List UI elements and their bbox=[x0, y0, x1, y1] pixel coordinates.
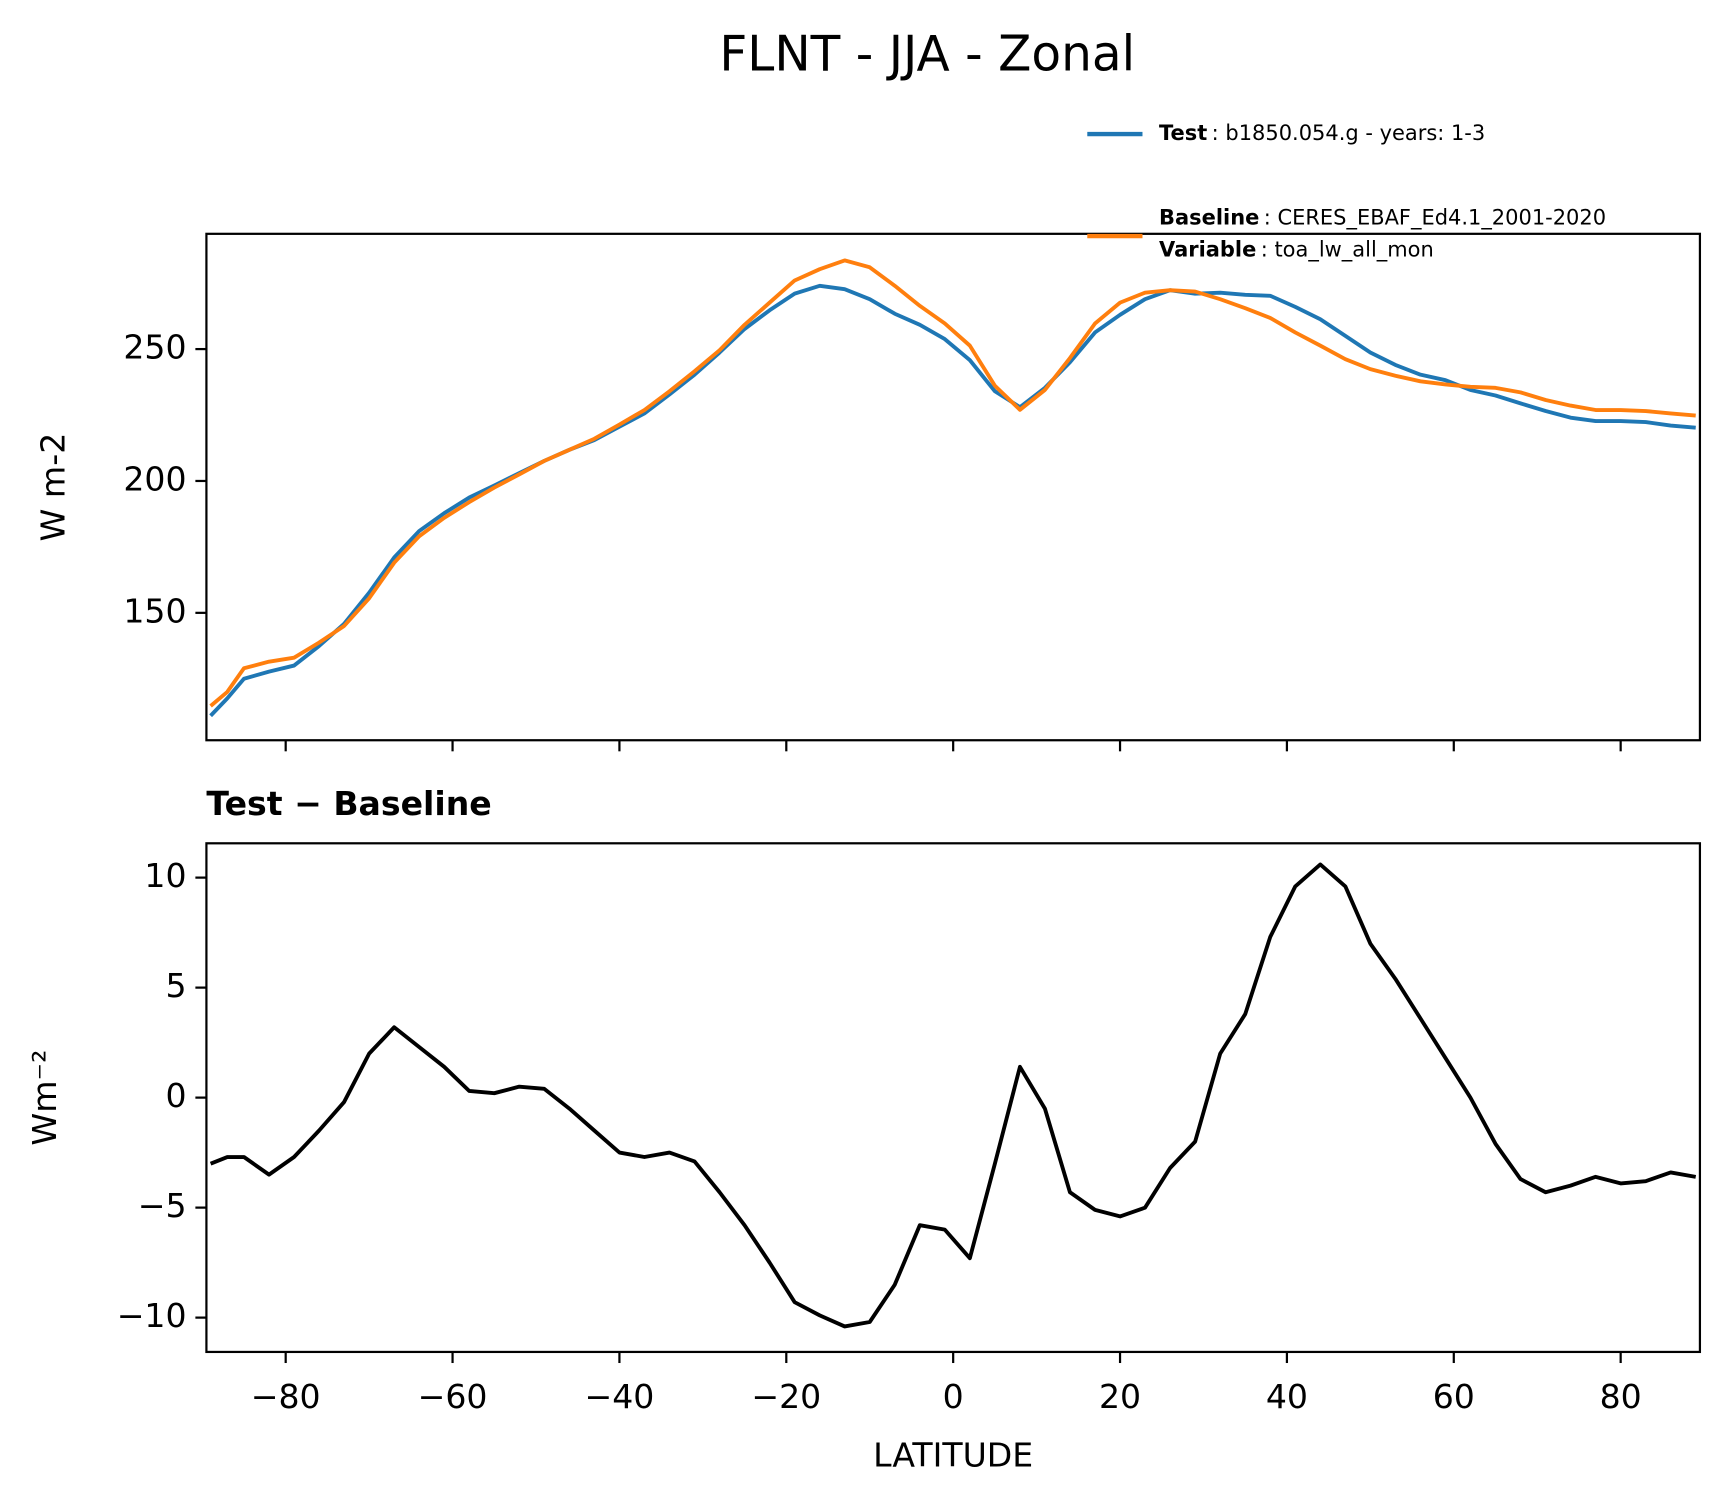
legend-label: Variable: toa_lw_all_mon bbox=[1159, 236, 1434, 262]
x-tick-label: 60 bbox=[1433, 1377, 1475, 1416]
x-tick-label: 0 bbox=[943, 1377, 964, 1416]
y-axis-label: Wm⁻² bbox=[25, 1050, 64, 1146]
series-line bbox=[209, 258, 1696, 708]
x-tick-label: 20 bbox=[1099, 1377, 1141, 1416]
legend-detail: : b1850.054.g - years: 1-3 bbox=[1212, 120, 1486, 145]
legend-name: Test bbox=[1159, 120, 1207, 145]
legend-label: Test: b1850.054.g - years: 1-3 bbox=[1159, 120, 1485, 145]
plot-frame bbox=[205, 232, 1702, 742]
y-tick-label: −5 bbox=[138, 1186, 187, 1225]
x-tick-label: 40 bbox=[1266, 1377, 1308, 1416]
plot-frame bbox=[205, 842, 1702, 1354]
legend-name: Variable bbox=[1159, 236, 1256, 261]
x-tick-label: −20 bbox=[751, 1377, 821, 1416]
y-tick-label: −10 bbox=[117, 1296, 187, 1335]
x-tick-label: −40 bbox=[585, 1377, 655, 1416]
y-tick-label: 150 bbox=[123, 591, 186, 630]
legend-label: Baseline: CERES_EBAF_Ed4.1_2001-2020 bbox=[1159, 204, 1606, 230]
x-tick-label: −60 bbox=[418, 1377, 488, 1416]
legend-detail: : CERES_EBAF_Ed4.1_2001-2020 bbox=[1264, 204, 1606, 230]
chart-title: FLNT - JJA - Zonal bbox=[719, 27, 1135, 83]
y-tick-label: 5 bbox=[165, 966, 186, 1005]
panel-title: Test − Baseline bbox=[206, 784, 491, 823]
legend-detail: : toa_lw_all_mon bbox=[1261, 236, 1434, 262]
series-line bbox=[209, 862, 1697, 1329]
series-line bbox=[209, 283, 1696, 718]
y-tick-label: 10 bbox=[144, 856, 186, 895]
y-tick-label: 250 bbox=[123, 328, 186, 367]
y-tick-label: 0 bbox=[165, 1076, 186, 1115]
x-tick-label: −80 bbox=[251, 1377, 321, 1416]
x-axis-label: LATITUDE bbox=[873, 1436, 1033, 1475]
x-tick-label: 80 bbox=[1600, 1377, 1642, 1416]
y-axis-label: W m-2 bbox=[34, 433, 73, 542]
legend-name: Baseline bbox=[1159, 204, 1259, 229]
y-tick-label: 200 bbox=[123, 459, 186, 498]
